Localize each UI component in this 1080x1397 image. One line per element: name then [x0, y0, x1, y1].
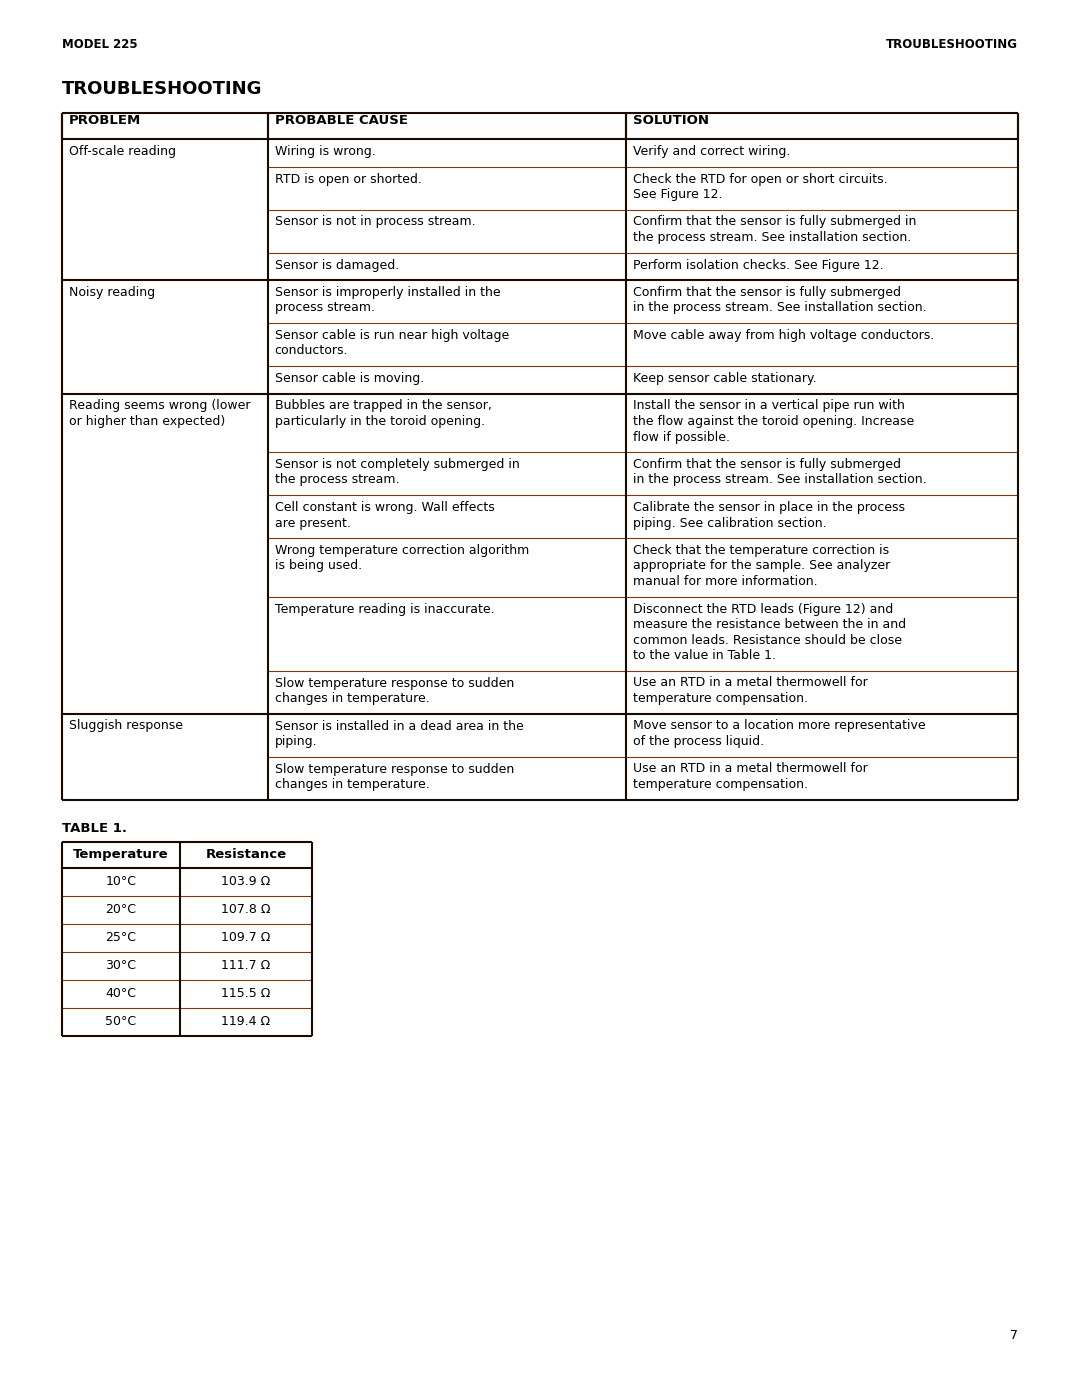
Text: 103.9 Ω: 103.9 Ω	[221, 875, 271, 888]
Text: piping.: piping.	[274, 735, 318, 747]
Text: Confirm that the sensor is fully submerged: Confirm that the sensor is fully submerg…	[633, 286, 901, 299]
Text: RTD is open or shorted.: RTD is open or shorted.	[274, 172, 421, 186]
Text: the flow against the toroid opening. Increase: the flow against the toroid opening. Inc…	[633, 415, 915, 427]
Text: Perform isolation checks. See Figure 12.: Perform isolation checks. See Figure 12.	[633, 258, 883, 271]
Text: in the process stream. See installation section.: in the process stream. See installation …	[633, 474, 927, 486]
Text: Disconnect the RTD leads (Figure 12) and: Disconnect the RTD leads (Figure 12) and	[633, 602, 893, 616]
Text: Resistance: Resistance	[205, 848, 286, 861]
Text: conductors.: conductors.	[274, 345, 348, 358]
Text: or higher than expected): or higher than expected)	[69, 415, 226, 427]
Text: are present.: are present.	[274, 517, 350, 529]
Text: 10°C: 10°C	[106, 875, 136, 888]
Text: Confirm that the sensor is fully submerged: Confirm that the sensor is fully submerg…	[633, 458, 901, 471]
Text: 107.8 Ω: 107.8 Ω	[221, 902, 271, 916]
Text: changes in temperature.: changes in temperature.	[274, 692, 429, 705]
Text: 109.7 Ω: 109.7 Ω	[221, 930, 271, 944]
Text: MODEL 225: MODEL 225	[62, 38, 137, 52]
Text: temperature compensation.: temperature compensation.	[633, 778, 808, 791]
Text: Noisy reading: Noisy reading	[69, 286, 156, 299]
Text: 30°C: 30°C	[106, 958, 136, 972]
Text: flow if possible.: flow if possible.	[633, 430, 730, 443]
Text: TROUBLESHOOTING: TROUBLESHOOTING	[886, 38, 1018, 52]
Text: Reading seems wrong (lower: Reading seems wrong (lower	[69, 400, 251, 412]
Text: 119.4 Ω: 119.4 Ω	[221, 1016, 271, 1028]
Text: appropriate for the sample. See analyzer: appropriate for the sample. See analyzer	[633, 560, 890, 573]
Text: Sensor is damaged.: Sensor is damaged.	[274, 258, 399, 271]
Text: Temperature: Temperature	[73, 848, 168, 861]
Text: 25°C: 25°C	[106, 930, 136, 944]
Text: Move sensor to a location more representative: Move sensor to a location more represent…	[633, 719, 926, 732]
Text: Wiring is wrong.: Wiring is wrong.	[274, 145, 375, 158]
Text: common leads. Resistance should be close: common leads. Resistance should be close	[633, 633, 902, 647]
Text: TROUBLESHOOTING: TROUBLESHOOTING	[62, 80, 262, 98]
Text: changes in temperature.: changes in temperature.	[274, 778, 429, 791]
Text: Off-scale reading: Off-scale reading	[69, 145, 176, 158]
Text: SOLUTION: SOLUTION	[633, 115, 710, 127]
Text: Wrong temperature correction algorithm: Wrong temperature correction algorithm	[274, 543, 529, 557]
Text: Use an RTD in a metal thermowell for: Use an RTD in a metal thermowell for	[633, 676, 868, 690]
Text: Install the sensor in a vertical pipe run with: Install the sensor in a vertical pipe ru…	[633, 400, 905, 412]
Text: Keep sensor cable stationary.: Keep sensor cable stationary.	[633, 372, 816, 386]
Text: Check the RTD for open or short circuits.: Check the RTD for open or short circuits…	[633, 172, 888, 186]
Text: measure the resistance between the in and: measure the resistance between the in an…	[633, 617, 906, 631]
Text: process stream.: process stream.	[274, 302, 375, 314]
Text: 115.5 Ω: 115.5 Ω	[221, 988, 271, 1000]
Text: the process stream.: the process stream.	[274, 474, 399, 486]
Text: Cell constant is wrong. Wall effects: Cell constant is wrong. Wall effects	[274, 502, 495, 514]
Text: Verify and correct wiring.: Verify and correct wiring.	[633, 145, 791, 158]
Text: 20°C: 20°C	[106, 902, 136, 916]
Text: Bubbles are trapped in the sensor,: Bubbles are trapped in the sensor,	[274, 400, 491, 412]
Text: Sensor cable is run near high voltage: Sensor cable is run near high voltage	[274, 330, 509, 342]
Text: Sensor is improperly installed in the: Sensor is improperly installed in the	[274, 286, 500, 299]
Text: Sensor cable is moving.: Sensor cable is moving.	[274, 372, 423, 386]
Text: Sensor is not completely submerged in: Sensor is not completely submerged in	[274, 458, 519, 471]
Text: to the value in Table 1.: to the value in Table 1.	[633, 650, 777, 662]
Text: Check that the temperature correction is: Check that the temperature correction is	[633, 543, 889, 557]
Text: 50°C: 50°C	[106, 1016, 136, 1028]
Text: PROBABLE CAUSE: PROBABLE CAUSE	[274, 115, 407, 127]
Text: PROBLEM: PROBLEM	[69, 115, 141, 127]
Text: 40°C: 40°C	[106, 988, 136, 1000]
Text: 7: 7	[1010, 1329, 1018, 1343]
Text: temperature compensation.: temperature compensation.	[633, 692, 808, 705]
Text: TABLE 1.: TABLE 1.	[62, 821, 127, 834]
Text: the process stream. See installation section.: the process stream. See installation sec…	[633, 231, 912, 244]
Text: Slow temperature response to sudden: Slow temperature response to sudden	[274, 763, 514, 775]
Text: Sensor is installed in a dead area in the: Sensor is installed in a dead area in th…	[274, 719, 524, 732]
Text: manual for more information.: manual for more information.	[633, 576, 818, 588]
Text: See Figure 12.: See Figure 12.	[633, 189, 723, 201]
Text: Confirm that the sensor is fully submerged in: Confirm that the sensor is fully submerg…	[633, 215, 917, 229]
Text: particularly in the toroid opening.: particularly in the toroid opening.	[274, 415, 485, 427]
Text: Move cable away from high voltage conductors.: Move cable away from high voltage conduc…	[633, 330, 934, 342]
Text: in the process stream. See installation section.: in the process stream. See installation …	[633, 302, 927, 314]
Text: Slow temperature response to sudden: Slow temperature response to sudden	[274, 676, 514, 690]
Text: Use an RTD in a metal thermowell for: Use an RTD in a metal thermowell for	[633, 763, 868, 775]
Text: Sluggish response: Sluggish response	[69, 719, 183, 732]
Text: Calibrate the sensor in place in the process: Calibrate the sensor in place in the pro…	[633, 502, 905, 514]
Text: Temperature reading is inaccurate.: Temperature reading is inaccurate.	[274, 602, 495, 616]
Text: Sensor is not in process stream.: Sensor is not in process stream.	[274, 215, 475, 229]
Text: piping. See calibration section.: piping. See calibration section.	[633, 517, 826, 529]
Text: is being used.: is being used.	[274, 560, 362, 573]
Text: 111.7 Ω: 111.7 Ω	[221, 958, 271, 972]
Text: of the process liquid.: of the process liquid.	[633, 735, 765, 747]
